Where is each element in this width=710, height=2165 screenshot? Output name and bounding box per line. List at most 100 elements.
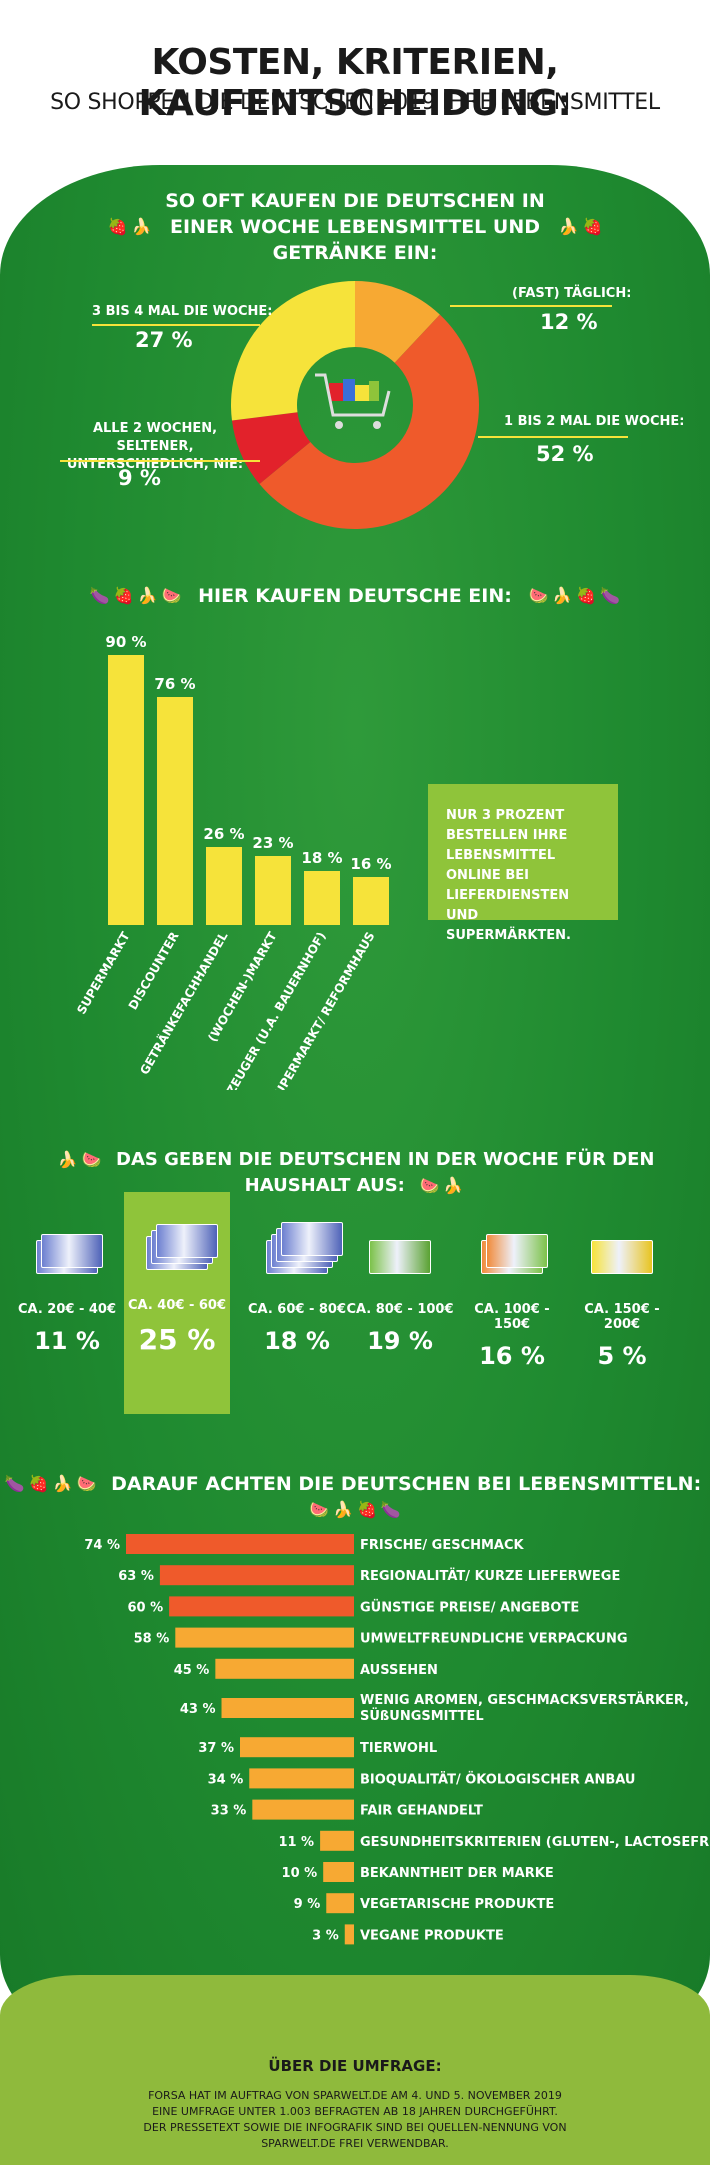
criteria-bar-8 [252,1799,354,1820]
donut-slice-1 [259,314,479,529]
criteria-category-label-9: GESUNDHEITSKRITERIEN (GLUTEN-, LACTOSEFR… [360,1835,710,1850]
banknote-icon [156,1224,218,1258]
store-bar-1 [157,697,193,925]
spending-value-label: 16 % [479,1342,545,1370]
money-icon [577,1218,667,1288]
criteria-bar-2 [169,1596,354,1617]
spending-value-label: 19 % [367,1327,433,1355]
donut-slice-2 [231,412,311,485]
spending-value-label: 11 % [34,1327,100,1355]
criteria-category-label-6: TIERWOHL [360,1741,437,1756]
store-value-label-5: 16 % [350,855,391,873]
store-section-title: 🍆 🍓 🍌 🍉 HIER KAUFEN DEUTSCHE EIN: 🍉 🍌 🍓 🍆 [0,582,710,609]
money-icon [355,1218,445,1288]
frequency-section-title: 🍓 🍌 SO OFT KAUFEN DIE DEUTSCHEN IN EINER … [0,188,710,266]
criteria-category-label-0: FRISCHE/ GESCHMACK [360,1538,525,1553]
criteria-category-label-7: BIOQUALITÄT/ ÖKOLOGISCHER ANBAU [360,1771,635,1787]
store-bar-3 [255,856,291,925]
spending-value-label: 5 % [597,1342,647,1370]
criteria-value-label-4: 45 % [174,1663,210,1678]
watermelon-icon: 🍉 [76,1473,97,1493]
strawberry-icon: 🍓 [582,217,603,236]
banana-icon: 🍌 [333,1500,353,1519]
criteria-bar-7 [249,1768,354,1789]
donut-label-1-2: 1 BIS 2 MAL DIE WOCHE: [504,414,685,429]
donut-value-3-4: 27 % [135,328,193,352]
spending-item-3: CA. 80€ - 100€ 19 % [345,1218,455,1355]
donut-value-1-2: 52 % [536,442,594,466]
store-category-label-2: GETRÄNKEFACHHANDEL [136,929,230,1077]
criteria-value-label-11: 9 % [294,1897,321,1912]
money-icon [252,1218,343,1288]
store-value-label-2: 26 % [203,825,244,843]
page-subtitle: SO SHOPPEN DIE DEUTSCHEN 2019 IHRE LEBEN… [50,90,660,115]
store-category-label-0: SUPERMARKT [74,929,133,1017]
watermelon-icon: 🍉 [309,1500,330,1519]
donut-leader-rare [60,460,260,462]
spending-item-5: CA. 150€ - 200€ 5 % [567,1218,677,1370]
watermelon-icon: 🍉 [528,585,549,605]
online-note-box: NUR 3 PROZENT BESTELLEN IHRE LEBENSMITTE… [428,784,618,943]
store-title: HIER KAUFEN DEUTSCHE EIN: [198,584,512,607]
strawberry-icon: 🍓 [113,585,134,605]
donut-leader-daily [450,305,612,307]
donut-label-daily: (FAST) TÄGLICH: [512,286,632,301]
banana-icon: 🍌 [558,217,579,236]
store-value-label-4: 18 % [301,849,342,867]
criteria-bar-3 [175,1627,354,1648]
criteria-value-label-10: 10 % [282,1866,318,1881]
donut-leader-3-4 [92,324,260,326]
criteria-category-label-10: BEKANNTHEIT DER MARKE [360,1866,554,1881]
spending-value-label: 25 % [138,1323,216,1356]
criteria-value-label-7: 34 % [208,1772,244,1787]
banknote-icon [41,1234,103,1268]
donut-value-rare: 9 % [118,466,161,490]
criteria-category-label-2: GÜNSTIGE PREISE/ ANGEBOTE [360,1599,579,1615]
spending-section-title: 🍌 🍉 DAS GEBEN DIE DEUTSCHEN IN DER WOCHE … [0,1146,710,1199]
criteria-bar-10 [323,1862,354,1882]
strawberry-icon: 🍓 [576,585,597,605]
spending-item-1: CA. 40€ - 60€ 25 % [122,1214,232,1356]
spending-value-label: 18 % [264,1327,330,1355]
criteria-bar-12 [344,1924,354,1945]
criteria-category-label-5: WENIG AROMEN, GESCHMACKSVERSTÄRKER, SÜßUN… [360,1692,689,1724]
store-bar-chart: 90 % SUPERMARKT 76 % DISCOUNTER 26 % GETRÄNKE… [74,633,391,1090]
spending-range-label: CA. 80€ - 100€ [346,1302,454,1317]
strawberry-icon: 🍓 [28,1473,49,1493]
spending-range-label: CA. 60€ - 80€ [247,1302,347,1317]
criteria-bar-4 [215,1658,354,1679]
criteria-title: DARAUF ACHTEN DIE DEUTSCHEN BEI LEBENSMI… [111,1472,702,1495]
header: KOSTEN, KRITERIEN, KAUFENTSCHEIDUNG: SO … [0,0,710,140]
spending-title: DAS GEBEN DIE DEUTSCHEN IN DER WOCHE FÜR… [116,1148,655,1197]
store-category-label-1: DISCOUNTER [126,930,182,1013]
spending-range-label: CA. 100€ - 150€ [474,1302,550,1332]
criteria-value-label-0: 74 % [84,1538,120,1553]
criteria-category-label-11: VEGETARISCHE PRODUKTE [360,1897,554,1912]
footer-background [0,1975,710,2165]
criteria-category-label-3: UMWELTFREUNDLICHE VERPACKUNG [360,1632,628,1647]
banana-icon: 🍌 [137,585,158,605]
eggplant-icon: 🍆 [600,585,621,605]
criteria-category-label-12: VEGANE PRODUKTE [360,1928,504,1943]
criteria-bar-5 [221,1698,354,1718]
criteria-value-label-9: 11 % [278,1835,314,1850]
spending-item-4: CA. 100€ - 150€ 16 % [457,1218,567,1370]
watermelon-icon: 🍉 [161,585,182,605]
store-bar-4 [304,871,340,925]
page-title: KOSTEN, KRITERIEN, KAUFENTSCHEIDUNG: [138,42,572,124]
donut-value-daily: 12 % [540,310,598,334]
criteria-category-label-8: FAIR GEHANDELT [360,1804,483,1819]
donut-label-3-4: 3 BIS 4 MAL DIE WOCHE: [92,304,273,319]
store-value-label-1: 76 % [154,675,195,693]
spending-range-label: CA. 20€ - 40€ [17,1302,117,1317]
criteria-bar-0 [126,1534,354,1554]
criteria-value-label-3: 58 % [134,1632,170,1647]
donut-slice-0 [355,281,440,363]
strawberry-icon: 🍓 [107,217,128,236]
shopping-cart-icon [315,373,391,429]
banknote-icon [591,1240,653,1274]
criteria-bar-11 [326,1893,354,1914]
store-bar-5 [353,877,389,925]
banana-icon: 🍌 [131,217,152,236]
spending-item-2: CA. 60€ - 80€ 18 % [242,1218,352,1355]
